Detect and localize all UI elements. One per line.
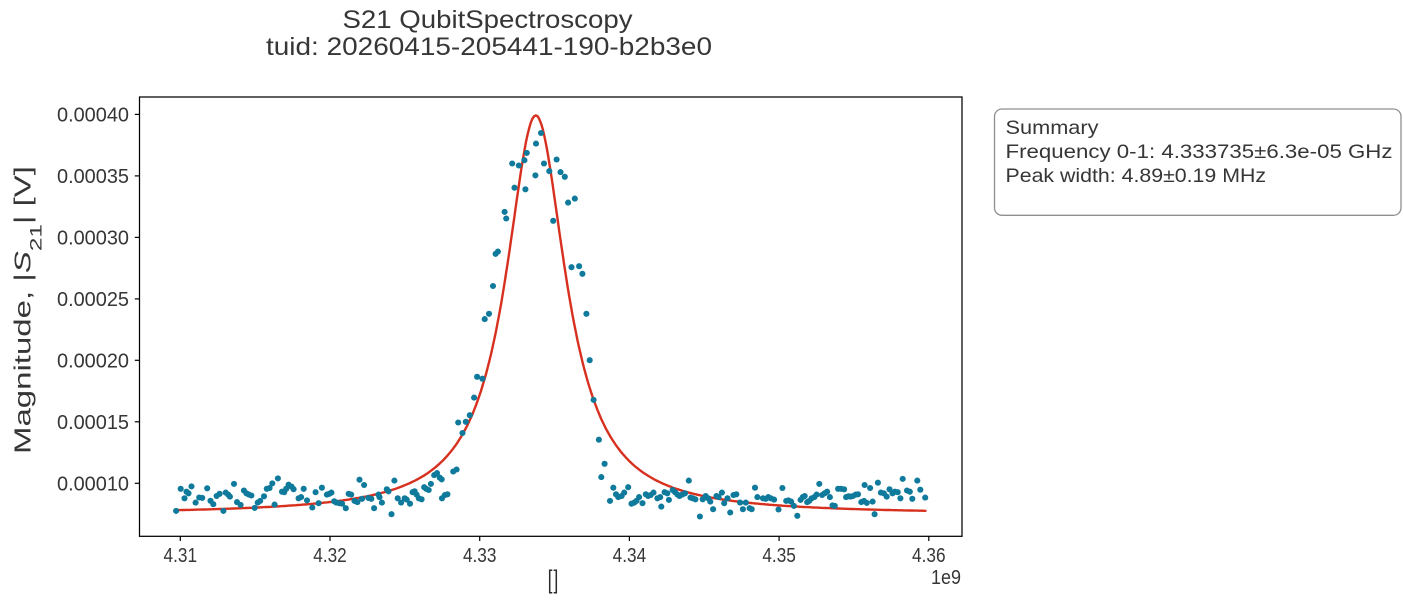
svg-text:Summary: Summary <box>1006 117 1099 139</box>
svg-text:Peak width: 4.89±0.19 MHz: Peak width: 4.89±0.19 MHz <box>1006 165 1267 187</box>
svg-text:0.00010: 0.00010 <box>57 473 129 496</box>
svg-text:4.32: 4.32 <box>313 544 347 567</box>
svg-text:0.00020: 0.00020 <box>57 350 129 373</box>
svg-text:S21 QubitSpectroscopy: S21 QubitSpectroscopy <box>343 6 634 34</box>
svg-text:4.36: 4.36 <box>912 544 946 567</box>
svg-text:0.00030: 0.00030 <box>57 227 129 250</box>
svg-text:4.35: 4.35 <box>762 544 796 567</box>
svg-text:tuid: 20260415-205441-190-b2b3: tuid: 20260415-205441-190-b2b3e0 <box>266 33 712 61</box>
svg-text:4.31: 4.31 <box>164 544 198 567</box>
svg-text:0.00015: 0.00015 <box>57 411 129 434</box>
svg-text:4.33: 4.33 <box>463 544 497 567</box>
svg-text:1e9: 1e9 <box>931 567 961 589</box>
svg-text:Frequency 0-1: 4.333735±6.3e-0: Frequency 0-1: 4.333735±6.3e-05 GHz <box>1006 141 1393 163</box>
svg-text:4.34: 4.34 <box>613 544 647 567</box>
svg-text:0.00035: 0.00035 <box>57 165 129 188</box>
svg-text:0.00040: 0.00040 <box>57 104 129 127</box>
svg-text:0.00025: 0.00025 <box>57 288 129 311</box>
